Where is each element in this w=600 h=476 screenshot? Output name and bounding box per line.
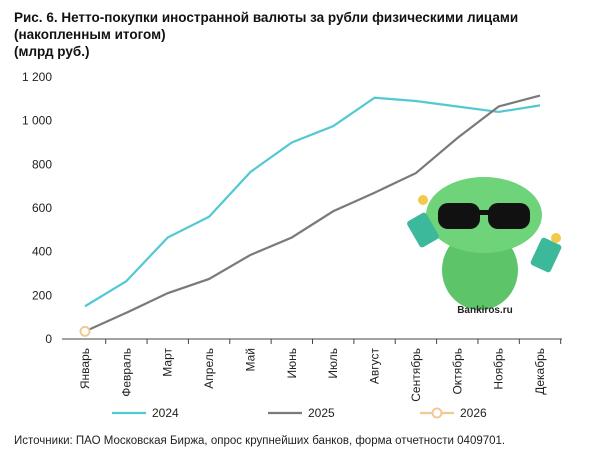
x-tick-label: Июнь [285, 348, 299, 379]
sticker-glasses [438, 203, 480, 229]
y-tick-label: 1 000 [22, 114, 52, 128]
y-tick-label: 400 [32, 245, 52, 259]
chart-subtitle: (млрд руб.) [14, 44, 89, 59]
legend-label: 2026 [460, 406, 487, 420]
sticker-money [530, 237, 562, 273]
y-tick-label: 800 [32, 157, 52, 171]
source-note: Источники: ПАО Московская Биржа, опрос к… [14, 435, 505, 447]
watermark: Bankiros.ru [457, 305, 513, 316]
chart-title: Рис. 6. Нетто-покупки иностранной валюты… [14, 10, 518, 25]
x-tick-label: Декабрь [533, 348, 547, 395]
sticker-glasses [470, 210, 498, 215]
y-tick-label: 1 200 [22, 70, 52, 84]
series-line [84, 94, 541, 333]
x-tick-label: Май [243, 348, 257, 372]
x-tick-label: Февраль [119, 348, 133, 397]
x-tick-label: Август [368, 348, 382, 385]
legend-label: 2025 [308, 406, 335, 420]
point [79, 325, 91, 337]
y-tick-label: 600 [32, 201, 52, 215]
legend-label: 2024 [152, 406, 179, 420]
y-tick-label: 200 [32, 288, 52, 302]
x-tick-label: Январь [78, 348, 92, 389]
chart-title: (накопленным итогом) [14, 27, 166, 42]
sticker-glasses [488, 203, 530, 229]
legend-swatch [431, 407, 443, 419]
x-tick-label: Март [161, 348, 175, 377]
sticker-coin [418, 195, 428, 205]
x-tick-label: Октябрь [450, 348, 464, 395]
sticker-money [407, 212, 439, 248]
y-tick-label: 0 [45, 332, 52, 346]
x-tick-label: Июль [326, 348, 340, 379]
sticker-coin [551, 233, 561, 243]
sticker: Bankiros.ru [407, 177, 562, 316]
x-tick-label: Сентябрь [409, 348, 423, 402]
series-line [84, 96, 541, 308]
x-tick-label: Ноябрь [492, 348, 506, 390]
x-tick-label: Апрель [202, 348, 216, 389]
